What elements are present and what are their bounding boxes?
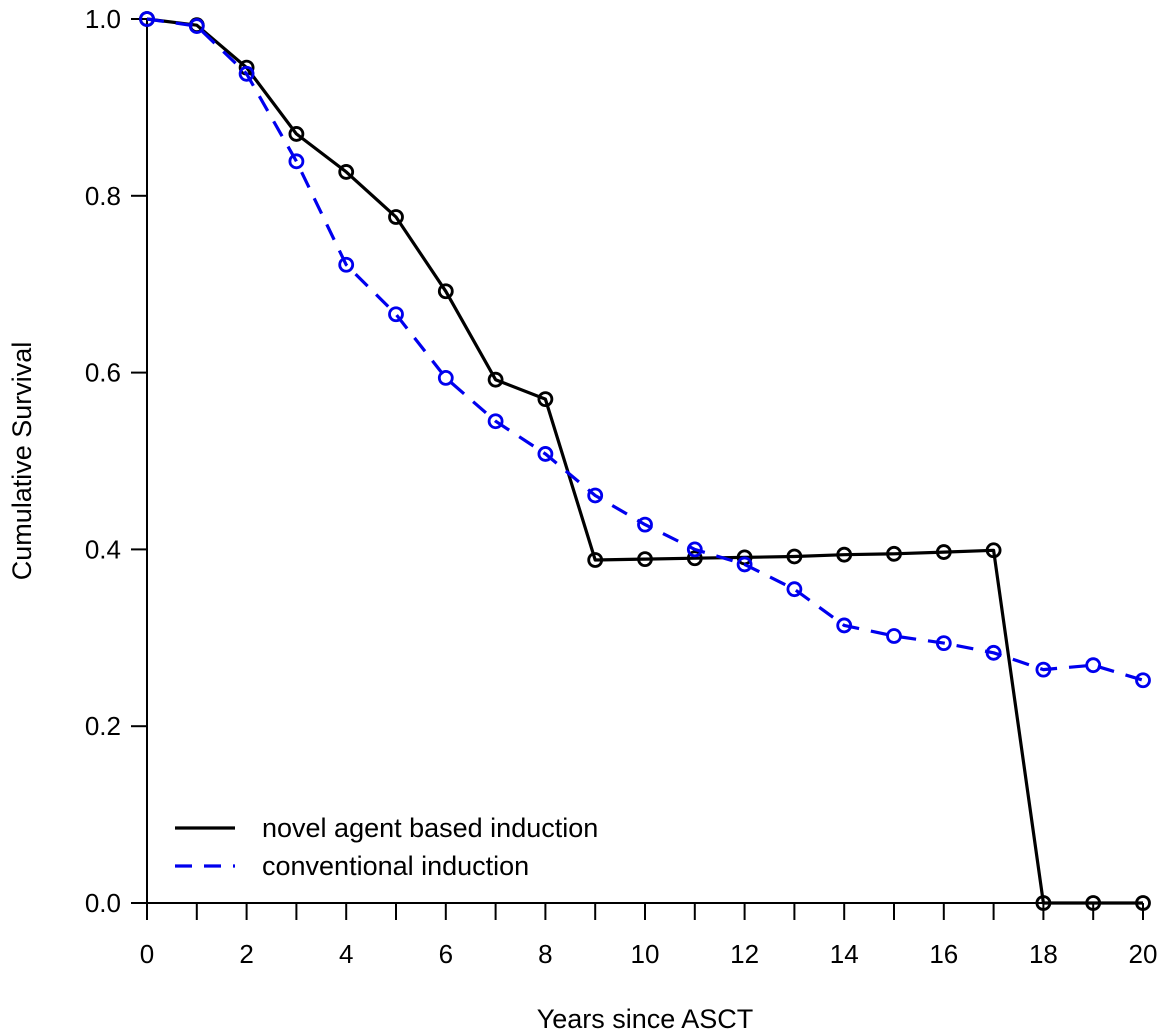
data-point [686,550,703,567]
data-point [487,371,504,388]
data-point [238,65,255,82]
data-point [985,542,1002,559]
x-tick-label: 6 [439,939,453,969]
data-point [886,545,902,562]
y-tick-label: 0.8 [85,181,121,211]
series-2 [139,11,1151,689]
data-point [736,556,753,573]
x-tick-label: 20 [1129,939,1157,969]
series-1 [139,11,1151,911]
data-point [437,283,454,300]
data-point [786,548,803,565]
x-tick-label: 18 [1029,939,1058,969]
y-tick-label: 0.0 [85,888,121,918]
x-tick-label: 0 [140,939,154,969]
data-point [985,644,1002,661]
data-point [786,581,803,598]
legend-label: conventional induction [262,851,529,881]
series-line [146,17,1143,905]
y-tick-label: 0.2 [85,711,121,741]
data-point [637,516,653,533]
data-point [437,370,454,386]
x-tick-label: 4 [339,939,353,969]
data-point [388,209,404,225]
data-point [1135,895,1151,911]
x-tick-label: 14 [830,939,859,969]
x-tick-label: 10 [631,939,660,969]
data-point [1085,895,1102,911]
x-tick-label: 8 [538,939,552,969]
data-point [637,551,653,568]
data-point [537,446,554,462]
x-tick-label: 16 [929,939,958,969]
legend-label: novel agent based induction [262,813,598,843]
x-axis-title: Years since ASCT [537,1004,754,1033]
legend: novel agent based induction conventional … [175,813,598,881]
data-point [1085,657,1102,674]
data-point [338,256,355,273]
data-point [935,635,952,652]
data-point [388,306,404,323]
y-tick-label: 1.0 [85,4,121,34]
y-tick-label: 0.6 [85,358,121,388]
data-point [139,11,155,27]
data-point [537,391,554,408]
x-tick-label: 2 [239,939,253,969]
series-layer [139,11,1151,911]
data-point [935,544,952,560]
data-point [288,153,305,170]
data-point [188,18,205,34]
data-point [1035,895,1052,911]
data-point [587,552,604,568]
x-tick-label: 12 [730,939,759,969]
data-point [1135,672,1151,689]
data-point [886,628,902,644]
y-axis-title: Cumulative Survival [7,342,37,581]
data-point [487,413,504,430]
data-point [338,164,355,180]
data-point [836,546,853,563]
axes: 0 2 4 6 8 10 12 14 16 18 20 0.0 0.2 0.4 0.6 0.8 1.0 [85,4,1157,969]
data-point [836,617,853,634]
y-tick-label: 0.4 [85,534,121,564]
data-point [288,126,305,142]
data-point [686,541,703,558]
data-point [587,487,604,504]
series-line [146,17,1144,682]
data-point [1035,661,1052,678]
